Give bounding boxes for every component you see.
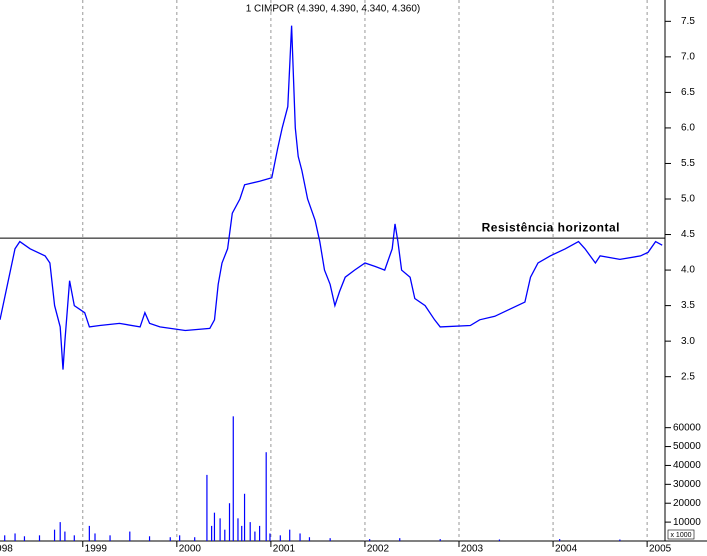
x-tick-label: 2002 (367, 544, 390, 555)
y2-label: x 1000 (670, 532, 691, 539)
x-tick-label: 2005 (649, 544, 672, 555)
y2-tick-label: 60000 (673, 422, 701, 433)
volume-bar (369, 539, 371, 541)
y-tick-label: 7.5 (681, 16, 695, 27)
volume-bar (129, 531, 131, 541)
y-tick-label: 2.5 (681, 371, 695, 382)
volume-bar (269, 533, 271, 541)
x-tick-label: 2004 (555, 544, 578, 555)
annotation: Resistência horizontal (482, 220, 620, 234)
volume-bar (169, 537, 171, 541)
volume-bar (498, 539, 501, 541)
volume-bar (14, 533, 16, 541)
volume-bar (64, 531, 66, 541)
x-tick-label: 1998 (0, 544, 13, 555)
volume-bar (399, 538, 401, 541)
volume-bar (559, 539, 561, 541)
y-tick-label: 6.0 (681, 123, 695, 134)
volume-bar (88, 525, 90, 541)
volume-bar (279, 535, 281, 541)
volume-bar (241, 525, 243, 541)
volume-bar (289, 529, 291, 541)
volume-bar (219, 518, 221, 541)
y-tick-label: 4.0 (681, 265, 695, 276)
y2-tick-label: 50000 (673, 441, 701, 452)
volume-bar (38, 535, 41, 541)
x-tick-label: 2001 (273, 544, 296, 555)
volume-bar (237, 518, 239, 541)
volume-bar (329, 538, 331, 541)
volume-bar (206, 474, 208, 541)
volume-bar (213, 512, 216, 541)
volume-bar (232, 416, 234, 541)
volume-bar (299, 533, 301, 541)
volume-bar (148, 536, 151, 541)
volume-bar (4, 535, 6, 541)
y-tick-label: 5.0 (681, 194, 695, 205)
volume-bar (23, 536, 26, 541)
y-tick-label: 3.0 (681, 336, 695, 347)
y2-tick-label: 20000 (673, 498, 701, 509)
x-tick-label: 1999 (85, 544, 108, 555)
volume-bar (59, 522, 61, 541)
volume-bar (224, 529, 226, 541)
volume-bar (211, 525, 213, 541)
chart-title: 1 CIMPOR (4.390, 4.390, 4.340, 4.360) (246, 4, 421, 15)
volume-bar (179, 535, 181, 541)
volume-bar (243, 493, 246, 541)
volume-bar (308, 537, 311, 541)
x-tick-label: 2003 (461, 544, 484, 555)
y-tick-label: 7.0 (681, 51, 695, 62)
y2-tick-label: 40000 (673, 460, 701, 471)
y2-label-box (667, 529, 695, 540)
volume-bar (194, 537, 196, 541)
volume-bar (53, 529, 56, 541)
x-tick-label: 2000 (179, 544, 202, 555)
volume-bar (619, 539, 621, 541)
y2-tick-label: 10000 (673, 517, 701, 528)
volume-bar (73, 535, 75, 541)
y2-tick-label: 30000 (673, 479, 701, 490)
volume-bar (265, 452, 267, 541)
volume-bar (94, 533, 96, 541)
volume-bar (439, 539, 441, 541)
volume-bar (259, 525, 261, 541)
volume-bar (109, 535, 111, 541)
y-tick-label: 4.5 (681, 229, 695, 240)
y-tick-label: 3.5 (681, 300, 695, 311)
volume-bar (254, 531, 256, 541)
volume-bar (249, 522, 251, 541)
y-tick-label: 6.5 (681, 87, 695, 98)
price-line (0, 25, 663, 370)
y-tick-label: 5.5 (681, 158, 695, 169)
volume-bar (228, 503, 231, 541)
